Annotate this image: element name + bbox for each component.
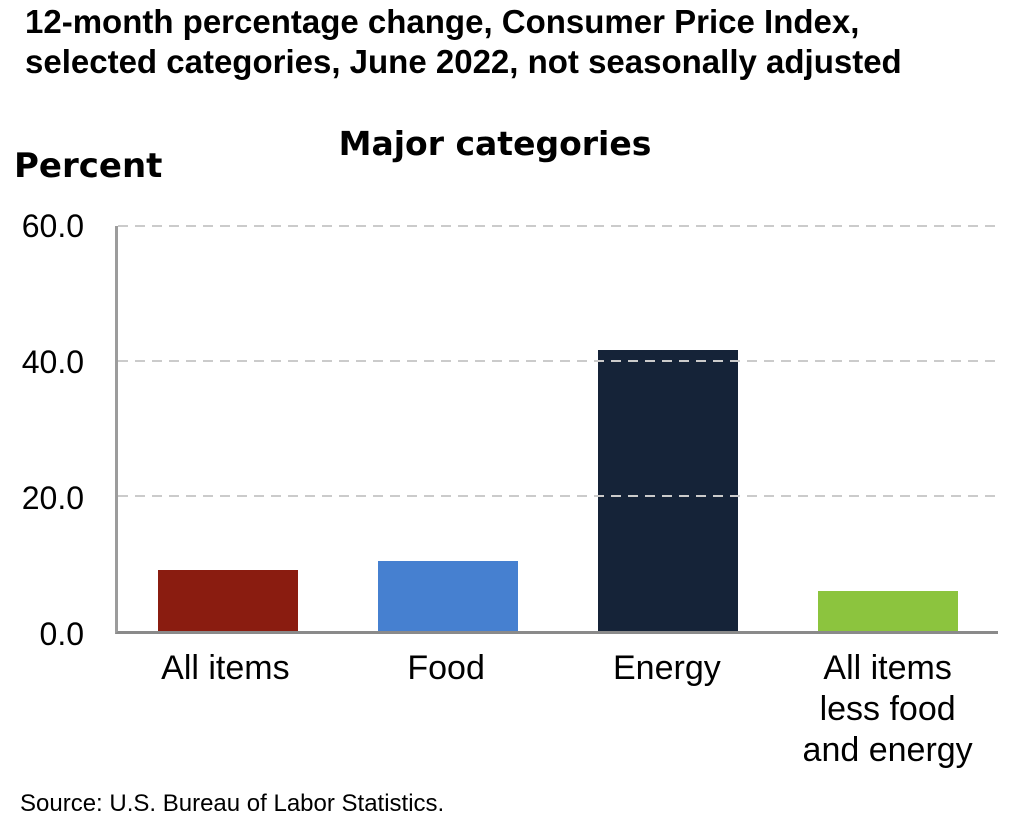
x-label-energy: Energy <box>613 649 721 687</box>
bar-slot <box>118 226 338 631</box>
bar-all-items <box>158 569 298 631</box>
y-tick-label-60: 60.0 <box>21 208 84 244</box>
x-label-cell: All items <box>115 648 336 689</box>
bar-all-items-less-food-and-energy <box>818 591 958 631</box>
chart-title: Major categories <box>338 124 652 163</box>
bar-slot <box>778 226 998 631</box>
plot-area <box>115 225 998 634</box>
x-label-cell: All items less food and energy <box>777 648 998 771</box>
y-tick-label-20: 20.0 <box>21 479 84 516</box>
y-tick-label-0: 0.0 <box>39 616 84 652</box>
x-label-food: Food <box>407 649 485 687</box>
source-note: Source: U.S. Bureau of Labor Statistics. <box>20 790 445 817</box>
y-axis-unit-label: Percent <box>14 146 163 186</box>
gridline-40 <box>118 360 998 363</box>
x-label-all-items-less-food-and-energy: All items less food and energy <box>802 649 973 769</box>
y-axis-tick-labels: 0.0 20.0 40.0 60.0 <box>0 210 84 650</box>
x-label-cell: Food <box>336 648 557 689</box>
gridline-20 <box>118 495 998 498</box>
y-tick-label-40: 40.0 <box>21 343 84 380</box>
x-label-cell: Energy <box>557 648 778 689</box>
bar-slot <box>338 226 558 631</box>
bar-energy <box>598 350 738 631</box>
gridline-60 <box>118 225 998 227</box>
x-axis-category-labels: All items Food Energy All items less food a… <box>115 648 998 771</box>
page-title: 12-month percentage change, Consumer Pri… <box>25 3 902 80</box>
x-label-all-items: All items <box>161 649 290 687</box>
bar-series <box>118 226 998 631</box>
bar-slot <box>558 226 778 631</box>
bar-food <box>378 560 518 631</box>
